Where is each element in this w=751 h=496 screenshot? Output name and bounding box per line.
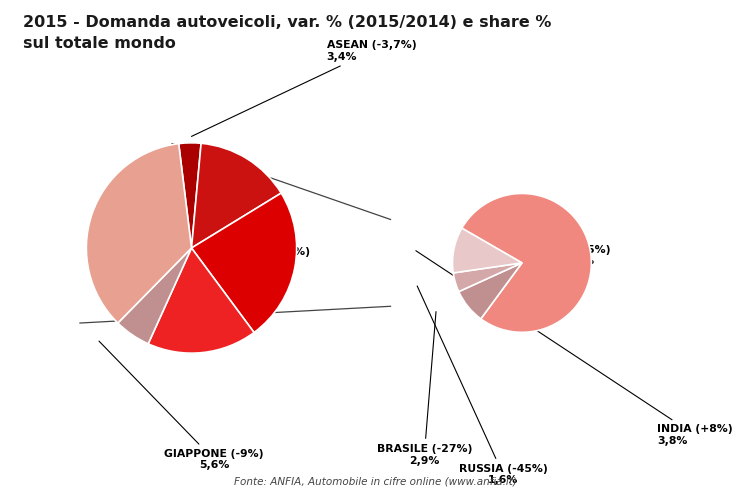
Text: UE15+EFTA
(+9%)
16,9%: UE15+EFTA (+9%) 16,9% xyxy=(165,284,235,317)
Wedge shape xyxy=(462,193,591,332)
Text: 2015 - Domanda autoveicoli, var. % (2015/2014) e share %
sul totale mondo: 2015 - Domanda autoveicoli, var. % (2015… xyxy=(23,15,551,51)
Text: CINA (+5%)
27,4%: CINA (+5%) 27,4% xyxy=(540,245,611,266)
Text: ALTRI
(+4,5%)
14,8%: ALTRI (+4,5%) 14,8% xyxy=(209,187,258,220)
Wedge shape xyxy=(192,193,297,332)
Wedge shape xyxy=(148,248,254,353)
Wedge shape xyxy=(459,263,522,319)
Text: Fonte: ANFIA, Automobile in cifre online (www.anfia.it): Fonte: ANFIA, Automobile in cifre online… xyxy=(234,476,517,486)
Text: NAFTA (+6%)
23,6%: NAFTA (+6%) 23,6% xyxy=(229,247,310,269)
Wedge shape xyxy=(192,143,281,248)
Text: Altra
35,7%: Altra 35,7% xyxy=(97,220,135,242)
Text: INDIA (+8%)
3,8%: INDIA (+8%) 3,8% xyxy=(416,250,733,446)
Text: ASEAN (-3,7%)
3,4%: ASEAN (-3,7%) 3,4% xyxy=(192,40,416,136)
Wedge shape xyxy=(179,143,201,248)
Text: BRASILE (-27%)
2,9%: BRASILE (-27%) 2,9% xyxy=(377,311,472,466)
Text: RUSSIA (-45%)
1,6%: RUSSIA (-45%) 1,6% xyxy=(418,286,547,486)
Wedge shape xyxy=(86,144,192,323)
Text: GIAPPONE (-9%)
5,6%: GIAPPONE (-9%) 5,6% xyxy=(99,341,264,471)
Wedge shape xyxy=(453,228,522,273)
Wedge shape xyxy=(118,248,192,344)
Wedge shape xyxy=(454,263,522,292)
